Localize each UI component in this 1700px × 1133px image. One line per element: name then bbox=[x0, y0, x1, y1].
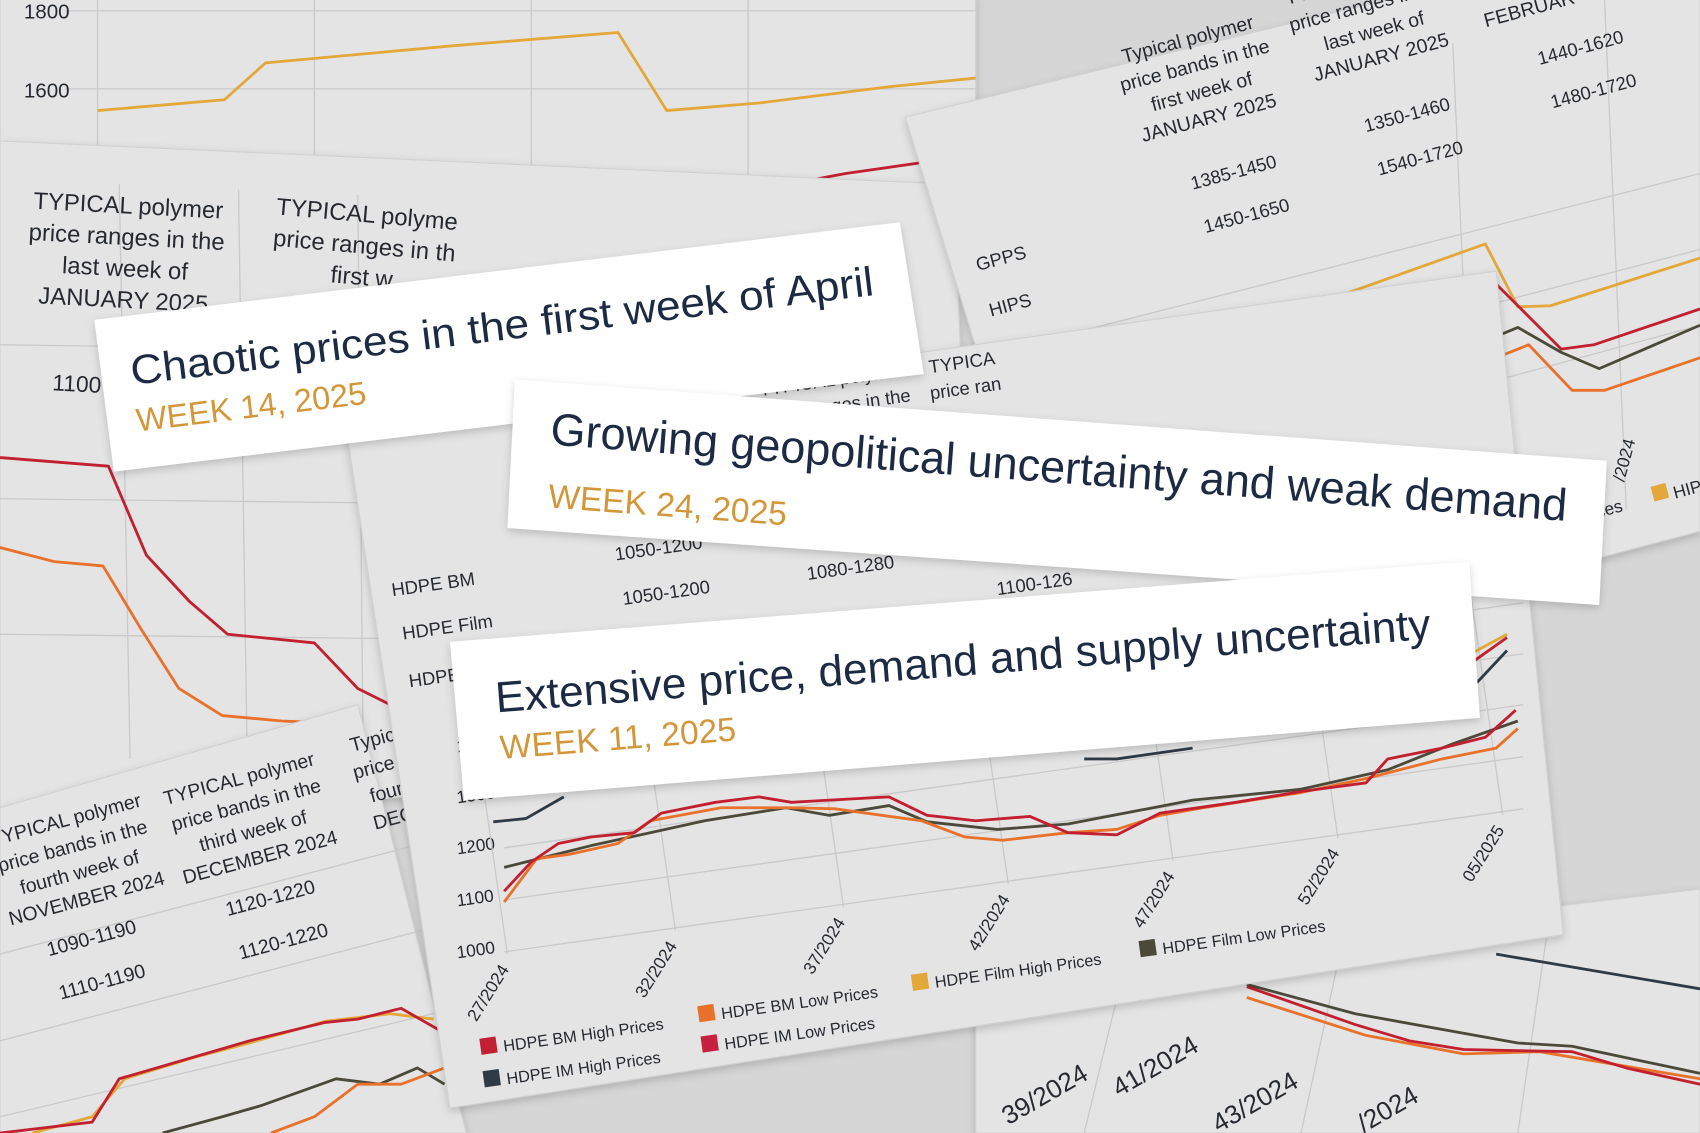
legend-swatch bbox=[482, 1068, 501, 1088]
chart-line bbox=[0, 546, 358, 726]
grid-line bbox=[1517, 910, 1552, 1133]
table-cell: 1100 bbox=[52, 369, 102, 398]
chart-line bbox=[1246, 985, 1700, 1086]
text-line: last week of bbox=[61, 252, 189, 286]
legend-swatch bbox=[910, 972, 930, 991]
y-tick-label: 1600 bbox=[24, 80, 70, 103]
chart-line bbox=[0, 1006, 440, 1133]
chart-line bbox=[1473, 649, 1509, 687]
grid-line bbox=[1603, 0, 1627, 510]
chart-line bbox=[1246, 996, 1700, 1081]
grid-line bbox=[0, 834, 456, 955]
panel bbox=[0, 704, 467, 1133]
grid-line bbox=[0, 920, 456, 1042]
grid-line bbox=[504, 808, 1524, 953]
grid-line bbox=[0, 1007, 456, 1118]
headline-card bbox=[449, 561, 1480, 801]
chart-line bbox=[1495, 952, 1700, 991]
chart-line bbox=[97, 31, 976, 112]
chart-line bbox=[0, 456, 391, 706]
grid-line bbox=[237, 189, 248, 759]
chart-line bbox=[1084, 746, 1193, 761]
legend-swatch bbox=[1650, 482, 1670, 502]
headline-card bbox=[94, 222, 924, 472]
legend-swatch bbox=[700, 1034, 719, 1053]
chart-line bbox=[493, 795, 565, 824]
legend-swatch bbox=[479, 1036, 498, 1055]
grid-line bbox=[504, 704, 1524, 849]
chart-line bbox=[162, 1066, 446, 1133]
grid-line bbox=[118, 184, 131, 759]
headline-card bbox=[507, 379, 1607, 605]
chart-line bbox=[503, 709, 1517, 893]
y-tick-label: 1800 bbox=[24, 0, 70, 23]
chart-line bbox=[270, 1066, 446, 1133]
grid-line bbox=[1465, 559, 1504, 815]
chart-line bbox=[1246, 983, 1700, 1075]
chart-line bbox=[503, 727, 1519, 903]
legend-swatch bbox=[697, 1003, 716, 1023]
legend-swatch bbox=[1138, 938, 1157, 958]
